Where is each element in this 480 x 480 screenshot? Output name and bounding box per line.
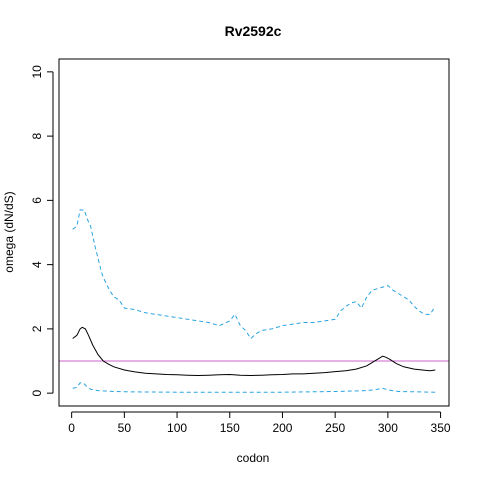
- y-tick-label: 4: [30, 261, 44, 268]
- x-tick-label: 50: [118, 421, 132, 435]
- x-tick-label: 300: [378, 421, 398, 435]
- series-line-lower: [72, 382, 436, 393]
- series-line-estimate: [72, 326, 436, 377]
- y-tick-label: 8: [30, 132, 44, 139]
- x-tick-label: 150: [220, 421, 240, 435]
- y-axis-label: omega (dN/dS): [2, 191, 16, 272]
- x-axis-label: codon: [237, 451, 270, 465]
- plot-area: [59, 209, 449, 393]
- x-tick-label: 350: [431, 421, 451, 435]
- plot-frame: [58, 58, 450, 407]
- y-tick-label: 10: [30, 65, 44, 79]
- x-tick-label: 100: [167, 421, 187, 435]
- chart-title: Rv2592c: [225, 23, 282, 39]
- y-tick-label: 2: [30, 325, 44, 332]
- x-tick-label: 0: [68, 421, 75, 435]
- x-tick-label: 250: [325, 421, 345, 435]
- y-tick-label: 0: [30, 389, 44, 396]
- x-tick-label: 200: [272, 421, 292, 435]
- series-line-upper: [72, 209, 436, 340]
- y-tick-label: 6: [30, 197, 44, 204]
